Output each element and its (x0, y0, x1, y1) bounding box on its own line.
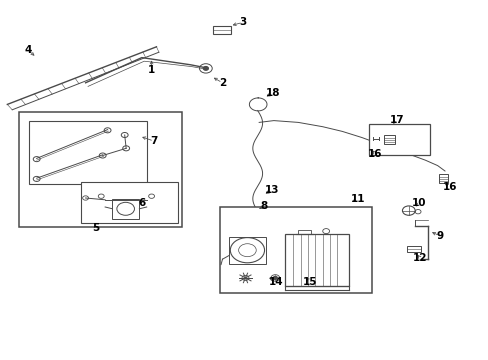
Text: 6: 6 (138, 198, 145, 208)
Text: 16: 16 (367, 149, 382, 159)
Bar (228, 237, 265, 264)
Text: 16: 16 (442, 182, 456, 192)
Bar (438, 174, 447, 183)
Bar (19, 112, 182, 227)
Text: 3: 3 (239, 17, 246, 27)
Circle shape (273, 276, 277, 279)
Bar (383, 135, 394, 144)
Text: 17: 17 (389, 114, 404, 125)
Text: 15: 15 (303, 276, 317, 287)
Text: 9: 9 (436, 231, 443, 241)
Text: 10: 10 (411, 198, 426, 208)
Bar (368, 124, 429, 155)
Text: 4: 4 (24, 45, 32, 55)
Bar (298, 230, 310, 234)
Bar (112, 199, 139, 219)
Bar (406, 246, 420, 252)
Text: 1: 1 (148, 65, 155, 75)
Text: 8: 8 (260, 201, 267, 211)
Bar (220, 207, 371, 293)
Text: 14: 14 (268, 276, 283, 287)
Bar (81, 182, 178, 223)
Text: 12: 12 (412, 253, 427, 264)
Text: 13: 13 (264, 185, 279, 195)
Text: 7: 7 (150, 136, 158, 146)
Circle shape (203, 67, 208, 70)
Bar (29, 121, 146, 184)
Text: 2: 2 (219, 78, 225, 88)
Text: 11: 11 (350, 194, 365, 204)
Bar (285, 234, 348, 286)
Bar (212, 26, 231, 34)
Text: 5: 5 (92, 222, 99, 233)
Text: 18: 18 (265, 88, 280, 98)
